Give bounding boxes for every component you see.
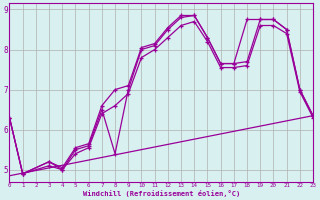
X-axis label: Windchill (Refroidissement éolien,°C): Windchill (Refroidissement éolien,°C) <box>83 190 240 197</box>
